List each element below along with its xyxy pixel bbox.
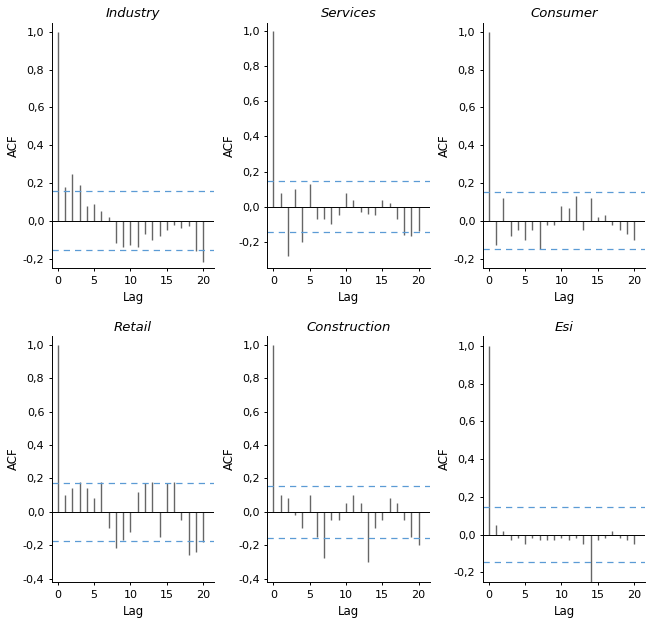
X-axis label: Lag: Lag — [554, 605, 574, 618]
X-axis label: Lag: Lag — [338, 605, 359, 618]
X-axis label: Lag: Lag — [123, 605, 143, 618]
X-axis label: Lag: Lag — [554, 291, 574, 304]
Title: Consumer: Consumer — [530, 7, 598, 20]
Title: Esi: Esi — [555, 321, 574, 334]
X-axis label: Lag: Lag — [123, 291, 143, 304]
Title: Retail: Retail — [114, 321, 152, 334]
Y-axis label: ACF: ACF — [222, 134, 235, 156]
X-axis label: Lag: Lag — [338, 291, 359, 304]
Y-axis label: ACF: ACF — [7, 134, 20, 156]
Y-axis label: ACF: ACF — [438, 134, 451, 156]
Y-axis label: ACF: ACF — [222, 448, 235, 471]
Y-axis label: ACF: ACF — [438, 448, 451, 471]
Title: Services: Services — [321, 7, 376, 20]
Y-axis label: ACF: ACF — [7, 448, 20, 471]
Title: Industry: Industry — [106, 7, 160, 20]
Title: Construction: Construction — [306, 321, 391, 334]
